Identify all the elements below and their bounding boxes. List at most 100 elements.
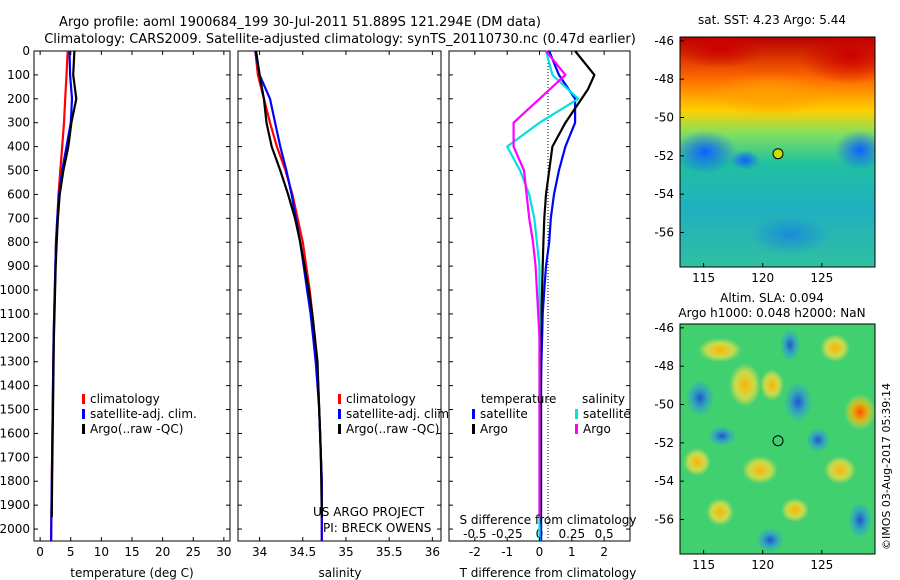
lat-tick-label: -52 — [654, 436, 674, 450]
x-tick-label: 0 — [536, 545, 544, 559]
s-diff-tick-label: -0.25 — [492, 527, 523, 541]
depth-tick-label: 200 — [7, 92, 30, 106]
lon-tick-label: 120 — [751, 271, 774, 285]
sst-lon-ticks: 115 120 125 — [692, 271, 833, 285]
lon-tick-label: 115 — [692, 271, 715, 285]
salinity-legend: climatology satellite-adj. clim. Argo(..… — [338, 392, 453, 436]
x-tick-label: 20 — [155, 545, 170, 559]
depth-tick-label: 700 — [7, 211, 30, 225]
legend2-argo-swatch — [338, 424, 341, 434]
sst-map-frame — [679, 36, 876, 268]
salinity-lines — [254, 50, 323, 541]
salinity-panel: 34 34.5 35 35.5 36 salinity climatology sate… — [237, 50, 453, 580]
x-tick-label: 35.5 — [376, 545, 403, 559]
temperature-legend: climatology satellite-adj. clim. Argo(..… — [82, 392, 197, 436]
legend-satellite-swatch — [82, 409, 85, 419]
legend3-temperature-header: temperature — [481, 392, 556, 406]
x-tick-label: -2 — [469, 545, 481, 559]
depth-tick-labels: 0 100 200 300 400 500 600 700 800 900 1000 1100 1200… — [0, 44, 30, 536]
temperature-panel: 0100200300400500600700800900100011001200… — [0, 44, 232, 580]
series-line-s_argo — [512, 50, 567, 518]
lon-tick-label: 125 — [810, 558, 833, 572]
salinity-axes-frame — [237, 50, 442, 542]
s-diff-tick-label: 0.5 — [595, 527, 614, 541]
sla-map-panel: Altim. SLA: 0.094 Argo h1000: 0.048 h200… — [654, 291, 876, 572]
sst-float-marker — [772, 148, 784, 160]
t-diff-xlabel: T difference from climatology — [459, 566, 637, 580]
legend3-t-satellite-label: satellite — [480, 407, 528, 421]
x-tick-label: 36 — [425, 545, 440, 559]
legend-satellite-label: satellite-adj. clim. — [90, 407, 197, 421]
depth-tick-label: 1200 — [0, 331, 30, 345]
sla-map-title2: Argo h1000: 0.048 h2000: NaN — [678, 306, 865, 320]
legend3-s-satellite-label: satellite — [583, 407, 631, 421]
x-tick-label: 30 — [216, 545, 231, 559]
sst-map-title: sat. SST: 4.23 Argo: 5.44 — [698, 13, 846, 27]
sst-map-image — [680, 37, 875, 267]
lat-tick-label: -48 — [654, 359, 674, 373]
temperature-xlabel: temperature (deg C) — [70, 566, 193, 580]
s-diff-tick-labels: -0.5 -0.25 0 0.25 0.5 — [463, 527, 614, 541]
depth-tick-label: 1500 — [0, 403, 30, 417]
lat-tick-label: -46 — [654, 321, 674, 335]
depth-tick-label: 900 — [7, 259, 30, 273]
lat-tick-label: -50 — [654, 398, 674, 412]
lat-tick-label: -48 — [654, 72, 674, 86]
x-tick-label: 5 — [67, 545, 75, 559]
legend3-s-argo-label: Argo — [583, 422, 611, 436]
legend2-climatology-swatch — [338, 394, 341, 404]
x-tick-label: 10 — [94, 545, 109, 559]
s-diff-tick-label: -0.5 — [463, 527, 486, 541]
x-tick-label: 0 — [36, 545, 44, 559]
t-diff-tick-labels: -2 -1 0 1 2 — [469, 545, 608, 559]
legend-climatology-swatch — [82, 394, 85, 404]
depth-tick-label: 1800 — [0, 474, 30, 488]
x-tick-label: -1 — [501, 545, 513, 559]
legend3-s-satellite-swatch — [575, 409, 578, 419]
legend3-t-argo-label: Argo — [480, 422, 508, 436]
difference-lines — [506, 50, 596, 541]
depth-tick-label: 2000 — [0, 522, 30, 536]
x-tick-label: 15 — [124, 545, 139, 559]
header-line1: Argo profile: aoml 1900684_199 30-Jul-20… — [59, 15, 541, 30]
series-line-t_argo — [539, 50, 596, 518]
legend-argo-swatch — [82, 424, 85, 434]
difference-legend: temperature salinity satellite Argo sate… — [472, 392, 631, 436]
depth-tick-label: 400 — [7, 140, 30, 154]
depth-tick-label: 100 — [7, 68, 30, 82]
temperature-tick-labels: 0 5 10 15 20 25 30 — [36, 545, 231, 559]
sla-lon-ticks: 115 120 125 — [692, 558, 833, 572]
x-tick-label: 2 — [600, 545, 608, 559]
project-line1: US ARGO PROJECT — [313, 505, 425, 519]
depth-tick-label: 800 — [7, 235, 30, 249]
lat-tick-label: -50 — [654, 111, 674, 125]
x-tick-label: 34.5 — [289, 545, 316, 559]
depth-tick-label: 300 — [7, 116, 30, 130]
depth-tick-label: 1600 — [0, 426, 30, 440]
header-line2: Climatology: CARS2009. Satellite-adjuste… — [44, 32, 636, 47]
legend-argo-label: Argo(..raw -QC) — [90, 422, 183, 436]
sla-lat-ticks: -46 -48 -50 -52 -54 -56 — [654, 321, 674, 527]
depth-tick-label: 1700 — [0, 450, 30, 464]
x-tick-label: 34 — [252, 545, 267, 559]
x-tick-label: 25 — [186, 545, 201, 559]
difference-panel: -2 -1 0 1 2 -0.5 -0.25 0 0.25 0.5 S difference f… — [448, 50, 637, 580]
lon-tick-label: 120 — [751, 558, 774, 572]
sla-map-frame — [679, 323, 876, 555]
s-diff-tick-label: 0.25 — [558, 527, 585, 541]
sla-map-title1: Altim. SLA: 0.094 — [720, 291, 824, 305]
sla-float-marker — [772, 435, 784, 447]
sst-lat-ticks: -46 -48 -50 -52 -54 -56 — [654, 34, 674, 240]
legend3-t-argo-swatch — [472, 424, 475, 434]
legend2-argo-label: Argo(..raw -QC) — [346, 422, 439, 436]
lat-tick-label: -56 — [654, 513, 674, 527]
legend-climatology-label: climatology — [90, 392, 160, 406]
legend2-satellite-label: satellite-adj. clim. — [346, 407, 453, 421]
project-line2: PI: BRECK OWENS — [323, 521, 431, 535]
sst-map-panel: sat. SST: 4.23 Argo: 5.44 -46-48-50-5 — [654, 13, 876, 285]
depth-tick-label: 1000 — [0, 283, 30, 297]
series-line-argo — [255, 50, 323, 518]
figure-header: Argo profile: aoml 1900684_199 30-Jul-20… — [44, 15, 636, 47]
salinity-xlabel: salinity — [318, 566, 361, 580]
